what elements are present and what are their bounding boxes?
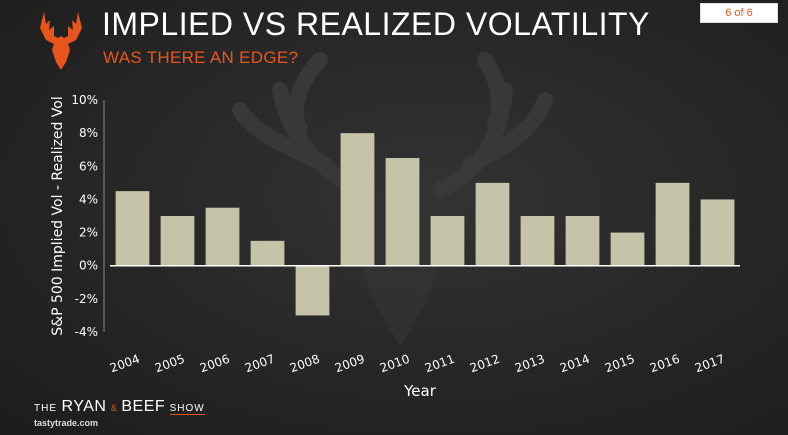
y-tick-label: 10% [71,93,98,107]
x-tick-label: 2004 [108,352,141,376]
bar-2004 [115,191,150,266]
x-tick-label: 2007 [243,352,276,376]
bar-2014 [565,216,600,266]
page-title: IMPLIED VS REALIZED VOLATILITY [102,6,650,42]
brand-website: tastytrade.com [34,418,99,428]
x-tick-label: 2006 [198,352,231,376]
bar-2010 [385,158,420,266]
y-tick-label: -2% [75,292,98,306]
x-tick-label: 2015 [603,352,636,376]
bar-2008 [295,265,330,316]
bar-2006 [205,207,240,266]
page-subtitle: WAS THERE AN EDGE? [103,48,299,67]
brand-show: SHOW [169,403,205,415]
brand-ampersand: & [110,403,117,413]
y-tick-label: 0% [79,259,98,273]
y-tick-label: -4% [75,325,98,339]
bar-2012 [475,182,510,266]
y-tick-label: 4% [79,192,98,206]
bar-2005 [160,216,195,266]
x-tick-label: 2012 [468,352,501,376]
bar-2015 [610,232,645,266]
bar-2016 [655,182,690,266]
x-tick-label: 2010 [378,352,411,376]
bar-2017 [700,199,735,266]
page-indicator-badge: 6 of 6 [700,3,778,23]
deer-logo-icon [40,12,82,70]
x-tick-label: 2017 [693,352,726,376]
bar-2007 [250,240,285,266]
bar-2009 [340,133,375,266]
y-tick-label: 8% [79,126,98,140]
brand-ryan: RYAN [61,398,107,415]
bar-2013 [520,216,555,266]
x-axis-label: Year [403,382,437,400]
y-tick-label: 6% [79,159,98,173]
x-tick-label: 2016 [648,352,681,376]
x-tick-label: 2005 [153,352,186,376]
x-tick-label: 2011 [423,352,456,376]
x-tick-label: 2013 [513,352,546,376]
y-tick-label: 2% [79,226,98,240]
brand-the: THE [34,403,57,414]
x-tick-label: 2009 [333,352,366,376]
y-axis-label: S&P 500 Implied Vol - Realized Vol [50,96,66,335]
bar-2011 [430,216,465,266]
x-tick-label: 2014 [558,352,591,376]
brand-beef: BEEF [121,398,166,415]
x-tick-label: 2008 [288,352,321,376]
show-brand: THE RYAN & BEEF SHOW [34,398,205,418]
